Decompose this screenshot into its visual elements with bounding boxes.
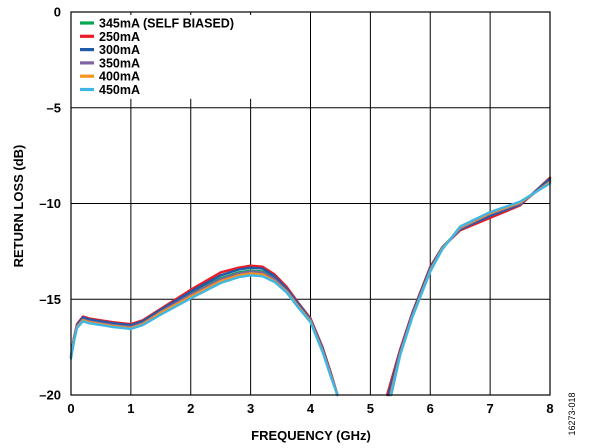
x-tick-label: 8 — [546, 401, 553, 416]
x-tick-label: 7 — [487, 401, 494, 416]
x-tick-label: 1 — [127, 401, 134, 416]
x-tick-label: 6 — [427, 401, 434, 416]
y-tick-label: –5 — [47, 100, 61, 115]
legend-label: 450mA — [99, 83, 140, 97]
legend-label: 300mA — [99, 43, 140, 57]
series-line-5-segment-2 — [389, 181, 552, 397]
tick-labels: 0 1 2 3 4 5 6 7 8 0 –5 –10 –15 –20 — [39, 5, 553, 417]
legend-box — [74, 15, 272, 99]
figure-id-label: 16273-018 — [567, 392, 577, 435]
legend-label: 250mA — [99, 30, 140, 44]
y-tick-label: –15 — [39, 292, 61, 307]
x-axis-title: FREQUENCY (GHz) — [251, 428, 371, 443]
y-tick-label: –10 — [39, 196, 61, 211]
y-tick-label: 0 — [54, 5, 61, 20]
y-tick-label: –20 — [39, 388, 61, 403]
legend: 345mA (SELF BIASED)250mA300mA350mA400mA4… — [74, 15, 272, 99]
series-line-1-segment-2 — [388, 179, 552, 397]
plot-border — [70, 11, 551, 396]
plot-frame — [70, 11, 551, 396]
legend-label: 345mA (SELF BIASED) — [99, 17, 234, 31]
x-tick-label: 4 — [307, 401, 315, 416]
x-tick-label: 2 — [187, 401, 194, 416]
x-tick-label: 0 — [67, 401, 74, 416]
x-tick-label: 5 — [367, 401, 374, 416]
x-tick-label: 3 — [247, 401, 254, 416]
legend-label: 400mA — [99, 70, 140, 84]
series-line-4-segment-2 — [388, 180, 552, 397]
y-axis-title: RETURN LOSS (dB) — [11, 145, 26, 268]
series-line-6-segment-1 — [69, 274, 339, 397]
legend-label: 350mA — [99, 56, 140, 70]
series-line-2-segment-2 — [385, 176, 552, 397]
series-line-6-segment-2 — [390, 182, 552, 397]
series-line-3-segment-2 — [387, 177, 552, 397]
series-lines — [69, 176, 552, 397]
